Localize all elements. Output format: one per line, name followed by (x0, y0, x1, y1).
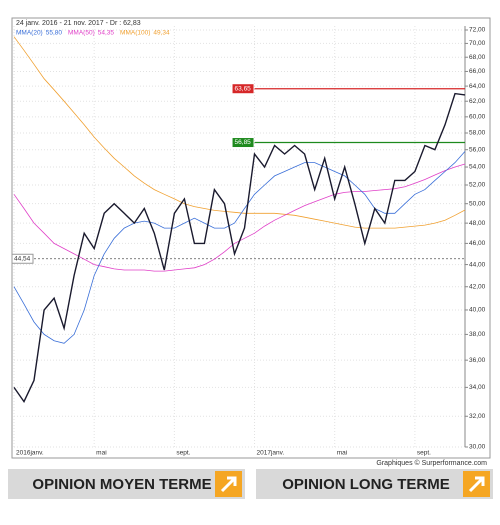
series-line (13, 92, 466, 403)
x-tick-label: 2016janv. (16, 450, 44, 457)
legend-value: 55,80 (46, 30, 63, 37)
y-tick-label: 70,00 (469, 40, 486, 47)
y-tick-label: 48,00 (469, 220, 486, 227)
y-tick-label: 38,00 (469, 331, 486, 338)
x-tick-label: sept. (417, 450, 431, 457)
button[interactable] (8, 469, 245, 499)
y-tick-label: 64,00 (469, 83, 486, 90)
y-tick-label: 30,00 (469, 444, 486, 451)
y-tick-label: 72,00 (469, 27, 486, 34)
series-line (13, 151, 466, 344)
y-tick-label: 68,00 (469, 54, 486, 61)
y-tick-label: 40,00 (469, 307, 486, 314)
reference-label-box (232, 138, 254, 148)
reference-label: 63,65 (235, 85, 252, 92)
reference-label-box (232, 84, 254, 94)
y-tick-label: 56,00 (469, 146, 486, 153)
x-tick-label: 2017janv. (257, 450, 285, 457)
legend-label: MMA(100) (120, 30, 150, 37)
button-label[interactable]: OPINION LONG TERME (282, 476, 450, 493)
x-tick-label: mai (96, 450, 106, 457)
credit: Graphiques © Surperformance.com (376, 459, 487, 467)
x-tick-label: sept. (176, 450, 190, 457)
series-line (13, 36, 466, 229)
arrow (220, 476, 237, 493)
y-tick-label: 66,00 (469, 68, 486, 75)
y-tick-label: 58,00 (469, 130, 486, 137)
legend-value: 49,34 (153, 30, 170, 37)
y-tick-label: 52,00 (469, 182, 486, 189)
y-tick-label: 46,00 (469, 240, 486, 247)
y-tick-label: 60,00 (469, 114, 486, 121)
reference-label: 44,54 (14, 255, 31, 262)
legend-value: 54,35 (98, 30, 115, 37)
reference-label: 56,85 (235, 139, 252, 146)
y-tick-label: 54,00 (469, 164, 486, 171)
chart-title: 24 janv. 2016 - 21 nov. 2017 - Dr : 62,8… (16, 20, 141, 27)
y-tick-label: 36,00 (469, 357, 486, 364)
y-tick-label: 44,00 (469, 261, 486, 268)
y-tick-label: 50,00 (469, 200, 486, 207)
arrow (468, 476, 485, 493)
legend-label: MMA(20) (16, 30, 43, 37)
button[interactable] (256, 469, 493, 499)
y-tick-label: 42,00 (469, 283, 486, 290)
y-tick-label: 34,00 (469, 384, 486, 391)
reference-label-box (11, 253, 34, 264)
legend-label: MMA(50) (68, 30, 95, 37)
button-label[interactable]: OPINION MOYEN TERME (32, 476, 211, 493)
x-tick-label: mai (337, 450, 347, 457)
y-tick-label: 32,00 (469, 413, 486, 420)
y-tick-label: 62,00 (469, 98, 486, 105)
